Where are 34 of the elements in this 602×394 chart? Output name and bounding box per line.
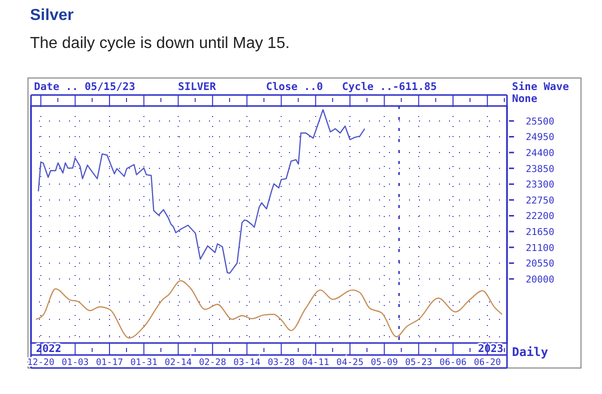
y-tick-label: 23850 — [526, 164, 555, 175]
x-tick-label: 01-17 — [96, 358, 124, 368]
text: Cycle ..-611.85 — [342, 81, 437, 93]
x-tick-label: 06-20 — [474, 358, 501, 368]
text: None — [512, 93, 538, 105]
y-tick-label: 22750 — [526, 195, 555, 206]
chart-subtitle: The daily cycle is down until May 15. — [30, 35, 290, 52]
x-tick-label: 06-06 — [439, 358, 467, 368]
text: Close ..0 — [266, 81, 323, 93]
text: Date .. 05/15/23 — [34, 81, 136, 93]
x-tick-label: 02-28 — [199, 358, 226, 368]
y-tick-label: 24950 — [526, 132, 555, 144]
x-tick-label: 05-09 — [370, 358, 398, 368]
x-tick-label: 01-03 — [62, 358, 89, 368]
x-tick-label: 02-14 — [164, 358, 192, 368]
y-tick-label: 24400 — [526, 148, 555, 160]
x-tick-label: 03-28 — [268, 358, 295, 368]
y-tick-label: 22200 — [526, 211, 555, 222]
y-tick-label: 25500 — [526, 116, 555, 128]
y-tick-label: 23300 — [526, 180, 555, 191]
text: SILVER — [178, 81, 217, 93]
line-series — [38, 109, 366, 274]
x-tick-label: 04-25 — [336, 358, 364, 368]
y-tick-label: 20000 — [526, 274, 555, 286]
y-tick-label: 21100 — [526, 242, 555, 254]
x-tick-label: 05-23 — [405, 358, 432, 368]
y-tick-label: 21650 — [526, 227, 555, 238]
chart-title: Silver — [30, 7, 74, 24]
text: Daily — [512, 345, 548, 359]
x-tick-label: 01-31 — [130, 358, 158, 368]
x-tick-label: 04-11 — [302, 358, 330, 368]
y-tick-label: 20550 — [526, 258, 555, 270]
text: Sine Wave — [512, 81, 569, 93]
x-tick-label: 03-14 — [233, 358, 260, 368]
